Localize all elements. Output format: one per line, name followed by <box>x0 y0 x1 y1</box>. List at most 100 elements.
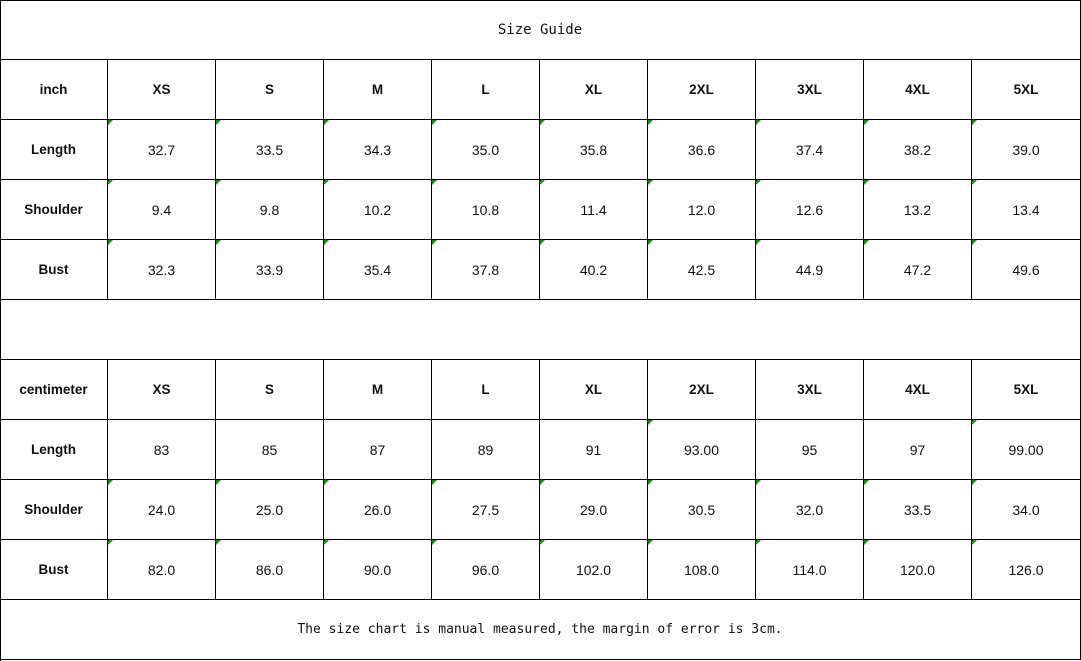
value-cell-text: 12.0 <box>687 201 716 218</box>
value-cell[interactable]: 13.2 <box>864 180 972 240</box>
spacer-row[interactable] <box>0 300 1081 360</box>
value-cell-text: 35.0 <box>471 141 500 158</box>
size-header-cell[interactable]: 4XL <box>864 60 972 120</box>
value-cell[interactable]: 47.2 <box>864 240 972 300</box>
title-cell[interactable]: Size Guide <box>0 0 1081 60</box>
value-cell[interactable]: 96.0 <box>432 540 540 600</box>
value-cell-text: 10.8 <box>471 201 500 218</box>
row-label-cell[interactable]: Length <box>0 420 108 480</box>
size-header-cell[interactable]: S <box>216 360 324 420</box>
value-cell[interactable]: 24.0 <box>108 480 216 540</box>
value-cell[interactable]: 35.8 <box>540 120 648 180</box>
value-cell[interactable]: 95 <box>756 420 864 480</box>
value-cell[interactable]: 37.4 <box>756 120 864 180</box>
value-cell[interactable]: 120.0 <box>864 540 972 600</box>
value-cell[interactable]: 26.0 <box>324 480 432 540</box>
value-cell-text: 93.00 <box>683 441 720 458</box>
value-cell[interactable]: 102.0 <box>540 540 648 600</box>
value-cell[interactable]: 82.0 <box>108 540 216 600</box>
size-header-cell[interactable]: 3XL <box>756 60 864 120</box>
value-cell[interactable]: 114.0 <box>756 540 864 600</box>
size-header-cell[interactable]: 2XL <box>648 60 756 120</box>
value-cell[interactable]: 108.0 <box>648 540 756 600</box>
row-label-cell[interactable]: Bust <box>0 540 108 600</box>
error-indicator-icon <box>108 240 113 245</box>
size-header-cell[interactable]: S <box>216 60 324 120</box>
value-cell[interactable]: 38.2 <box>864 120 972 180</box>
value-cell[interactable]: 85 <box>216 420 324 480</box>
size-header-cell[interactable]: XS <box>108 60 216 120</box>
value-cell[interactable]: 89 <box>432 420 540 480</box>
value-cell[interactable]: 49.6 <box>972 240 1081 300</box>
note-cell[interactable]: The size chart is manual measured, the m… <box>0 600 1081 660</box>
value-cell[interactable]: 12.0 <box>648 180 756 240</box>
value-cell[interactable]: 13.4 <box>972 180 1081 240</box>
value-cell[interactable]: 33.5 <box>864 480 972 540</box>
value-cell[interactable]: 91 <box>540 420 648 480</box>
value-cell[interactable]: 33.9 <box>216 240 324 300</box>
unit-header-cell[interactable]: inch <box>0 60 108 120</box>
error-indicator-icon <box>648 240 653 245</box>
row-label-cell[interactable]: Shoulder <box>0 180 108 240</box>
value-cell[interactable]: 9.4 <box>108 180 216 240</box>
value-cell-text: 32.3 <box>147 261 176 278</box>
error-indicator-icon <box>648 120 653 125</box>
unit-header-cell[interactable]: centimeter <box>0 360 108 420</box>
value-cell[interactable]: 29.0 <box>540 480 648 540</box>
value-cell[interactable]: 11.4 <box>540 180 648 240</box>
size-header-cell[interactable]: 2XL <box>648 360 756 420</box>
value-cell-text: 120.0 <box>899 561 936 578</box>
value-cell[interactable]: 86.0 <box>216 540 324 600</box>
size-header-cell[interactable]: 3XL <box>756 360 864 420</box>
value-cell[interactable]: 32.0 <box>756 480 864 540</box>
row-label-cell[interactable]: Bust <box>0 240 108 300</box>
size-header-cell-text: 5XL <box>1013 382 1039 397</box>
size-header-cell[interactable]: L <box>432 60 540 120</box>
value-cell[interactable]: 42.5 <box>648 240 756 300</box>
size-header-cell[interactable]: XL <box>540 60 648 120</box>
row-label-cell[interactable]: Shoulder <box>0 480 108 540</box>
value-cell[interactable]: 10.2 <box>324 180 432 240</box>
value-cell[interactable]: 126.0 <box>972 540 1081 600</box>
value-cell[interactable]: 83 <box>108 420 216 480</box>
value-cell[interactable]: 40.2 <box>540 240 648 300</box>
value-cell[interactable]: 87 <box>324 420 432 480</box>
value-cell-text: 13.4 <box>1012 201 1040 218</box>
value-cell[interactable]: 99.00 <box>972 420 1081 480</box>
size-header-cell-text: M <box>371 82 384 97</box>
value-cell[interactable]: 90.0 <box>324 540 432 600</box>
size-header-cell[interactable]: 5XL <box>972 60 1081 120</box>
size-header-cell[interactable]: XL <box>540 360 648 420</box>
value-cell[interactable]: 93.00 <box>648 420 756 480</box>
value-cell[interactable]: 36.6 <box>648 120 756 180</box>
size-header-cell[interactable]: L <box>432 360 540 420</box>
value-cell-text: 86.0 <box>255 561 284 578</box>
value-cell[interactable]: 35.0 <box>432 120 540 180</box>
value-cell[interactable]: 30.5 <box>648 480 756 540</box>
error-indicator-icon <box>648 180 653 185</box>
size-header-cell[interactable]: M <box>324 60 432 120</box>
error-indicator-icon <box>864 120 869 125</box>
value-cell[interactable]: 97 <box>864 420 972 480</box>
size-header-cell[interactable]: 4XL <box>864 360 972 420</box>
value-cell[interactable]: 35.4 <box>324 240 432 300</box>
value-cell[interactable]: 37.8 <box>432 240 540 300</box>
size-header-cell[interactable]: 5XL <box>972 360 1081 420</box>
value-cell[interactable]: 10.8 <box>432 180 540 240</box>
error-indicator-icon <box>756 540 761 545</box>
size-header-cell[interactable]: XS <box>108 360 216 420</box>
row-label-cell-text: Bust <box>38 262 69 277</box>
value-cell[interactable]: 9.8 <box>216 180 324 240</box>
row-label-cell[interactable]: Length <box>0 120 108 180</box>
value-cell[interactable]: 44.9 <box>756 240 864 300</box>
value-cell[interactable]: 33.5 <box>216 120 324 180</box>
value-cell[interactable]: 32.3 <box>108 240 216 300</box>
size-header-cell[interactable]: M <box>324 360 432 420</box>
value-cell[interactable]: 32.7 <box>108 120 216 180</box>
value-cell[interactable]: 27.5 <box>432 480 540 540</box>
value-cell[interactable]: 39.0 <box>972 120 1081 180</box>
value-cell[interactable]: 34.0 <box>972 480 1081 540</box>
value-cell[interactable]: 25.0 <box>216 480 324 540</box>
value-cell[interactable]: 12.6 <box>756 180 864 240</box>
value-cell[interactable]: 34.3 <box>324 120 432 180</box>
